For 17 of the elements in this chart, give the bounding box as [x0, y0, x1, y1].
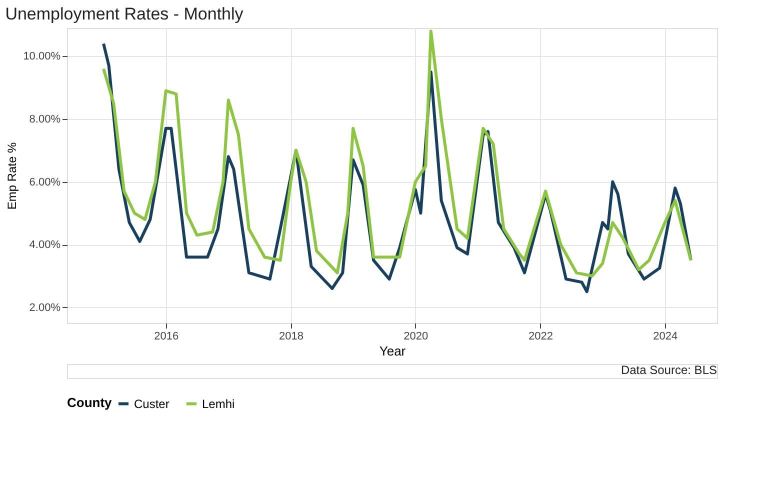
y-tick-label: 4.00%: [29, 239, 61, 252]
x-tick-label: 2024: [653, 330, 678, 342]
source-note: Data Source: BLS: [620, 363, 717, 377]
x-tick-label: 2022: [528, 330, 553, 342]
y-axis-title: Emp Rate %: [5, 142, 20, 210]
legend-label: Custer: [134, 396, 170, 411]
x-tick-label: 2020: [404, 330, 428, 342]
chart-title: Unemployment Rates - Monthly: [5, 4, 244, 24]
y-tick-label: 2.00%: [29, 302, 61, 314]
y-tick-label: 6.00%: [29, 176, 61, 188]
x-tick-label: 2018: [278, 330, 304, 342]
x-tick-label: 2016: [154, 330, 179, 342]
legend-title: County: [67, 395, 113, 410]
y-tick-label: 10.00%: [23, 50, 61, 63]
y-tick-label: 8.00%: [29, 114, 61, 126]
legend-label: Lemhi: [202, 396, 235, 411]
x-axis-title: Year: [379, 344, 406, 358]
